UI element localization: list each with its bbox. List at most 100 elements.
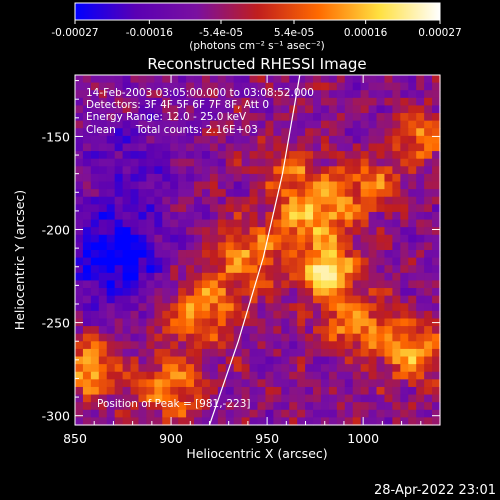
heatmap-cell	[241, 386, 251, 396]
heatmap-cell	[352, 341, 362, 350]
heatmap-cell	[178, 318, 187, 327]
heatmap-cell	[186, 189, 195, 198]
heatmap-cell	[201, 364, 211, 373]
heatmap-cell	[392, 303, 401, 312]
heatmap-cell	[416, 394, 425, 403]
heatmap-cell	[257, 82, 267, 91]
heatmap-cell	[114, 189, 124, 198]
heatmap-cell	[233, 97, 243, 107]
heatmap-cell	[305, 333, 314, 342]
heatmap-cell	[360, 280, 370, 289]
heatmap-cell	[424, 417, 433, 426]
heatmap-cell	[281, 166, 290, 175]
heatmap-cell	[265, 173, 274, 183]
heatmap-cell	[186, 151, 195, 160]
heatmap-cell	[328, 257, 338, 266]
heatmap-cell	[178, 257, 187, 266]
heatmap-cell	[336, 364, 346, 373]
heatmap-cell	[106, 288, 116, 297]
heatmap-cell	[416, 402, 425, 411]
annotation-clean-counts: Clean Total counts: 2.16E+03	[86, 124, 258, 136]
heatmap-cell	[209, 105, 219, 114]
heatmap-cell	[122, 242, 132, 251]
heatmap-cell	[368, 113, 378, 122]
heatmap-cell	[289, 265, 298, 274]
heatmap-cell	[305, 356, 314, 365]
heatmap-cell	[265, 181, 274, 190]
heatmap-cell	[289, 356, 298, 365]
heatmap-cell	[90, 250, 100, 259]
heatmap-cell	[313, 75, 322, 84]
heatmap-cell	[114, 333, 124, 342]
heatmap-cell	[90, 288, 100, 297]
heatmap-cell	[122, 75, 132, 84]
heatmap-cell	[178, 341, 187, 350]
heatmap-cell	[249, 181, 259, 190]
heatmap-cell	[225, 265, 235, 274]
heatmap-cell	[408, 120, 417, 129]
heatmap-cell	[281, 120, 290, 129]
heatmap-cell	[336, 75, 346, 84]
heatmap-cell	[82, 333, 92, 342]
heatmap-cell	[75, 143, 84, 152]
heatmap-cell	[336, 90, 346, 99]
heatmap-cell	[138, 189, 148, 198]
heatmap-cell	[194, 173, 203, 183]
heatmap-cell	[408, 75, 417, 84]
heatmap-cell	[249, 402, 259, 411]
heatmap-cell	[432, 227, 441, 236]
heatmap-cell	[289, 113, 298, 122]
heatmap-cell	[241, 120, 251, 129]
heatmap-cell	[392, 257, 401, 266]
heatmap-cell	[186, 295, 195, 304]
heatmap-cell	[432, 272, 441, 282]
heatmap-cell	[257, 181, 267, 190]
heatmap-cell	[241, 135, 251, 145]
heatmap-cell	[320, 265, 330, 274]
heatmap-cell	[178, 128, 187, 137]
heatmap-cell	[289, 227, 298, 236]
heatmap-cell	[82, 151, 92, 160]
heatmap-cell	[416, 82, 425, 91]
heatmap-cell	[289, 97, 298, 107]
heatmap-cell	[273, 280, 282, 289]
heatmap-cell	[225, 295, 235, 304]
heatmap-cell	[233, 196, 243, 205]
heatmap-cell	[130, 158, 140, 167]
heatmap-cell	[114, 128, 124, 137]
heatmap-cell	[138, 75, 148, 84]
heatmap-cell	[130, 143, 140, 152]
heatmap-cell	[186, 250, 195, 259]
heatmap-cell	[424, 173, 433, 183]
heatmap-cell	[233, 128, 243, 137]
heatmap-cell	[384, 348, 393, 358]
heatmap-cell	[313, 128, 322, 137]
heatmap-cell	[98, 75, 108, 84]
heatmap-cell	[408, 128, 417, 137]
heatmap-cell	[209, 181, 219, 190]
heatmap-cell	[114, 303, 124, 312]
heatmap-cell	[194, 265, 203, 274]
heatmap-cell	[305, 219, 314, 228]
heatmap-cell	[432, 181, 441, 190]
heatmap-cell	[106, 402, 116, 411]
heatmap-cell	[344, 196, 354, 205]
heatmap-cell	[384, 417, 393, 426]
heatmap-cell	[257, 189, 267, 198]
heatmap-cell	[178, 158, 187, 167]
heatmap-cell	[178, 97, 187, 107]
heatmap-cell	[408, 82, 417, 91]
heatmap-cell	[400, 128, 409, 137]
plot-area: 850 900 950 1000-150-200-250-300	[42, 74, 441, 446]
heatmap-cell	[352, 280, 362, 289]
heatmap-cell	[281, 158, 290, 167]
heatmap-cell	[392, 379, 401, 388]
heatmap-cell	[249, 166, 259, 175]
heatmap-cell	[178, 356, 187, 365]
heatmap-cell	[178, 219, 187, 228]
heatmap-cell	[320, 143, 330, 152]
x-axis-label: Heliocentric X (arcsec)	[186, 446, 327, 461]
heatmap-cell	[209, 90, 219, 99]
heatmap-cell	[368, 120, 378, 129]
heatmap-cell	[98, 166, 108, 175]
